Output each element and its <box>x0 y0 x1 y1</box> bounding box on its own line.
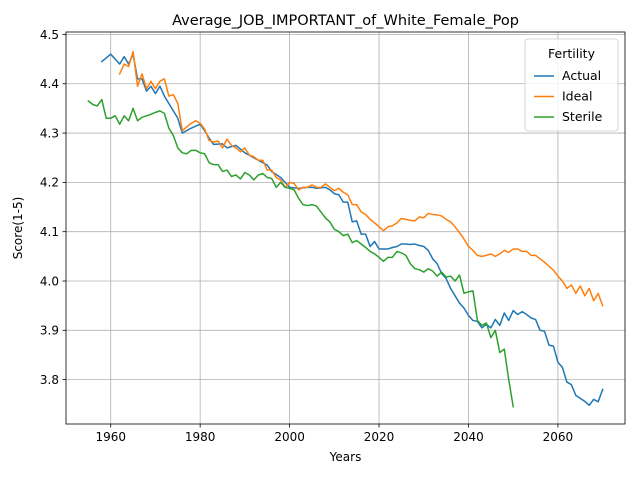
x-tick-label: 1960 <box>95 430 126 444</box>
y-tick-label: 3.8 <box>40 373 59 387</box>
legend-entry-ideal: Ideal <box>562 89 592 104</box>
y-tick-label: 4.5 <box>40 28 59 42</box>
y-tick-label: 4.1 <box>40 225 59 239</box>
legend-entry-sterile: Sterile <box>562 109 603 124</box>
y-tick-label: 4.2 <box>40 176 59 190</box>
x-tick-label: 2060 <box>543 430 574 444</box>
series-line-sterile <box>87 98 515 408</box>
series-lines <box>87 50 604 408</box>
x-tick-label: 1980 <box>185 430 216 444</box>
y-axis-label: Score(1-5) <box>11 197 25 260</box>
y-tick-label: 4.4 <box>40 77 59 91</box>
series-line-actual <box>100 53 604 407</box>
y-tick-label: 3.9 <box>40 324 59 338</box>
y-tick-label: 4.0 <box>40 274 59 288</box>
axis-ticks: 1960 1980 2000 2020 2040 2060 3.8 3.9 4.0 4.1 4.2 4… <box>40 28 573 444</box>
series-line-ideal <box>118 50 604 307</box>
chart-title: Average_JOB_IMPORTANT_of_White_Female_Po… <box>172 13 519 29</box>
plot-area-frame <box>65 31 626 425</box>
x-tick-label: 2020 <box>364 430 395 444</box>
legend: Fertility Actual Ideal Sterile <box>524 38 619 132</box>
legend-entry-actual: Actual <box>562 68 601 83</box>
y-tick-label: 4.3 <box>40 126 59 140</box>
legend-title: Fertility <box>548 46 596 61</box>
x-tick-label: 2040 <box>453 430 484 444</box>
grid <box>66 32 625 424</box>
x-tick-label: 2000 <box>274 430 305 444</box>
legend-box <box>524 38 619 132</box>
x-axis-label: Years <box>329 450 362 464</box>
